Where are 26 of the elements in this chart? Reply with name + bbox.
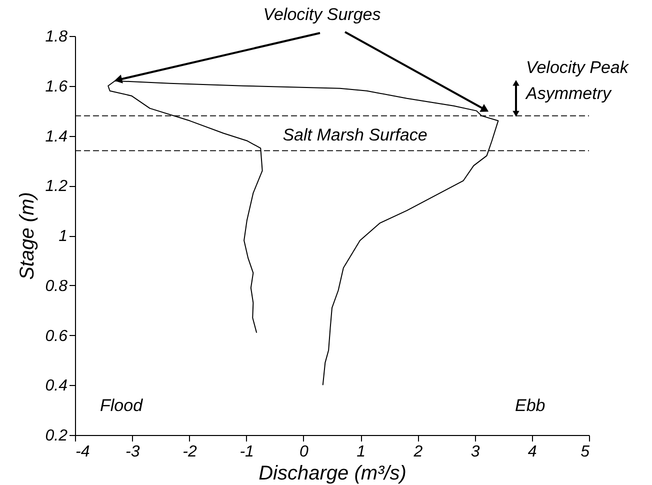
x-tick-label: 5 [580, 444, 590, 460]
y-tick-label: 0.2 [45, 428, 68, 444]
x-tick-label: 4 [528, 444, 537, 460]
text: Velocity Surges [263, 5, 382, 24]
x-tick-label: 1 [356, 444, 366, 460]
x-tick-label: -4 [76, 444, 90, 460]
y-tick-label: 0.8 [45, 278, 68, 295]
y-tick-label: 0.6 [45, 328, 68, 345]
annotation: Flood [100, 396, 144, 415]
y-tick-label: 1.6 [45, 78, 68, 96]
x-tick-label: 2 [412, 444, 423, 460]
x-tick-label: -1 [240, 444, 254, 460]
y-tick-label: 1.2 [45, 178, 68, 196]
annotation: Velocity Peak Asymmetry [525, 58, 630, 103]
x-tick-label: -3 [125, 444, 140, 460]
y-tick-label: 1 [58, 228, 68, 245]
ref-line-label: Salt Marsh Surface [282, 126, 428, 145]
y-axis-title: Stage (m) [16, 192, 38, 280]
x-tick-label: 0 [299, 444, 308, 460]
y-tick-label: 0.4 [45, 378, 68, 395]
x-axis-title: Discharge (m³/s) [258, 462, 406, 484]
x-tick-label: -2 [182, 444, 197, 460]
y-tick-label: 1.4 [45, 128, 68, 146]
x-tick-label: 3 [470, 444, 480, 460]
y-tick-label: 1.8 [45, 28, 68, 46]
annotation: Ebb [515, 396, 546, 415]
